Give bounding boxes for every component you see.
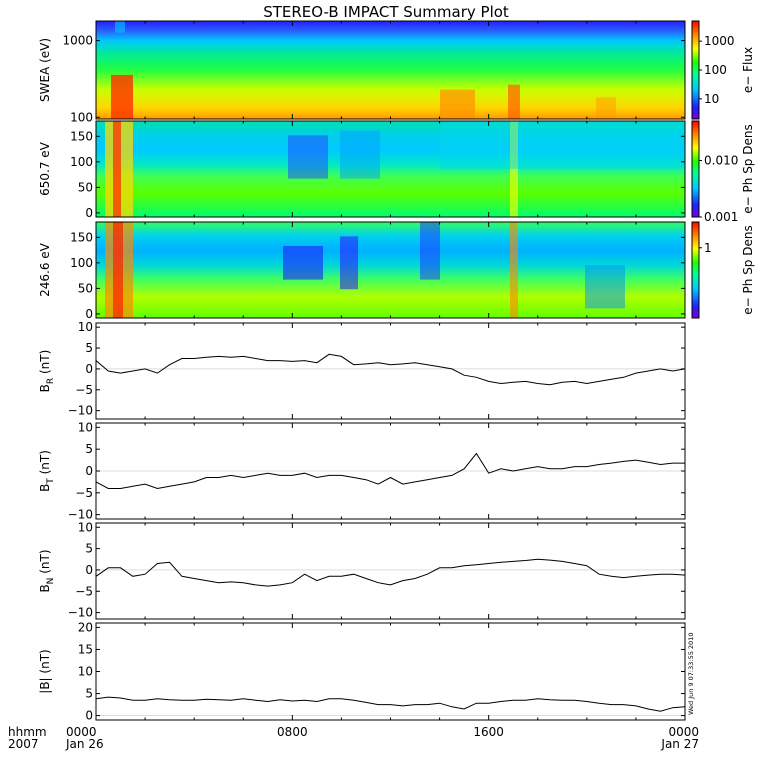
heatmap-swea bbox=[96, 21, 685, 119]
date-tick-label: Jan 27 bbox=[660, 737, 699, 751]
plot-title: STEREO-B IMPACT Summary Plot bbox=[263, 3, 509, 21]
y-tick-label: 5 bbox=[85, 542, 93, 556]
series-line-br bbox=[95, 353, 686, 386]
y-axis-label: 246.6 eV bbox=[38, 242, 52, 297]
y-axis-label: SWEA (eV) bbox=[38, 38, 52, 102]
time-tick-label: 1600 bbox=[473, 725, 504, 739]
time-tick-label: 0800 bbox=[277, 725, 308, 739]
y-tick-label: 15 bbox=[78, 642, 93, 656]
time-axis-corner-label: hhmm bbox=[8, 725, 47, 739]
time-axis-corner-label: 2007 bbox=[8, 737, 39, 751]
panel-bn: −10 −5 0 5 10 BN (nT) bbox=[38, 520, 686, 620]
date-tick-label: Jan 26 bbox=[65, 737, 104, 751]
colorbar-swea bbox=[691, 20, 700, 120]
y-tick-label: 0 bbox=[85, 307, 93, 321]
timestamp-label: Wed Jun 9 07:33:55 2010 bbox=[687, 633, 695, 715]
y-axis-label: BR (nT) bbox=[38, 350, 56, 393]
y-tick-label: 50 bbox=[78, 281, 93, 295]
panel-frame bbox=[95, 522, 686, 620]
y-tick-label: 0 bbox=[85, 464, 93, 478]
panel-pad246: 1 e− Ph Sp Dens 0 50 100 150 246.6 eV bbox=[38, 221, 755, 321]
y-tick-label: 100 bbox=[70, 256, 93, 270]
y-tick-label: −10 bbox=[68, 404, 93, 418]
colorbar-label: e− Ph Sp Dens bbox=[741, 124, 755, 213]
y-tick-label: 100 bbox=[70, 155, 93, 169]
y-tick-label: −5 bbox=[75, 383, 93, 397]
colorbar-tick-label: 0.001 bbox=[704, 210, 738, 224]
panel-br: −10 −5 0 5 10 BR (nT) bbox=[38, 320, 686, 420]
colorbar-label: e− Flux bbox=[741, 47, 755, 93]
colorbar-tick-label: 100 bbox=[704, 63, 727, 77]
y-tick-label: 5 bbox=[85, 442, 93, 456]
colorbar-tick-label: 1 bbox=[704, 241, 712, 255]
colorbar-tick-label: 10 bbox=[704, 92, 719, 106]
colorbar-pad650 bbox=[691, 120, 700, 218]
panel-frame bbox=[95, 622, 686, 721]
y-tick-label: 150 bbox=[70, 230, 93, 244]
y-tick-label: 5 bbox=[85, 341, 93, 355]
y-axis-label: BT (nT) bbox=[38, 450, 56, 492]
time-tick-label: 0000 bbox=[668, 725, 699, 739]
series-line-bn bbox=[95, 558, 686, 587]
panel-frame bbox=[95, 322, 686, 420]
panel-pad650: 0.001 0.010 e− Ph Sp Dens 0 50 100 150 650.7 eV bbox=[38, 120, 755, 224]
y-tick-label: 1000 bbox=[62, 34, 93, 48]
colorbar-tick-label: 1000 bbox=[704, 34, 735, 48]
y-tick-label: −5 bbox=[75, 486, 93, 500]
y-tick-label: 0 bbox=[85, 563, 93, 577]
y-tick-label: 10 bbox=[78, 420, 93, 434]
series-line-bt bbox=[95, 452, 685, 490]
y-tick-label: 10 bbox=[78, 520, 93, 534]
y-tick-label: 10 bbox=[78, 665, 93, 679]
y-tick-label: 20 bbox=[78, 620, 93, 634]
y-tick-label: 5 bbox=[85, 687, 93, 701]
panel-bmag: 0 5 10 15 20 |B| (nT) bbox=[38, 620, 686, 723]
y-tick-label: 10 bbox=[78, 320, 93, 334]
heatmap-pad650 bbox=[96, 121, 685, 217]
panel-bt: −10 −5 0 5 10 BT (nT) bbox=[38, 420, 686, 522]
panel-swea: 10 100 1000 e− Flux 100 1000 SWEA (eV) bbox=[38, 20, 755, 124]
y-tick-label: −10 bbox=[68, 508, 93, 522]
y-axis-label: |B| (nT) bbox=[38, 649, 52, 693]
y-tick-label: 0 bbox=[85, 206, 93, 220]
y-tick-label: −10 bbox=[68, 606, 93, 620]
y-tick-label: 50 bbox=[78, 180, 93, 194]
y-axis-label: 650.7 eV bbox=[38, 141, 52, 196]
y-tick-label: −5 bbox=[75, 584, 93, 598]
y-tick-label: 100 bbox=[70, 110, 93, 124]
y-tick-label: 0 bbox=[85, 709, 93, 723]
y-tick-label: 150 bbox=[70, 129, 93, 143]
colorbar-pad246 bbox=[691, 221, 700, 319]
colorbar-label: e− Ph Sp Dens bbox=[741, 225, 755, 314]
time-tick-label: 0000 bbox=[66, 725, 97, 739]
colorbar-tick-label: 0.010 bbox=[704, 153, 738, 167]
series-line-bmag bbox=[95, 696, 686, 712]
y-axis-label: BN (nT) bbox=[38, 549, 56, 592]
y-tick-label: 0 bbox=[85, 362, 93, 376]
